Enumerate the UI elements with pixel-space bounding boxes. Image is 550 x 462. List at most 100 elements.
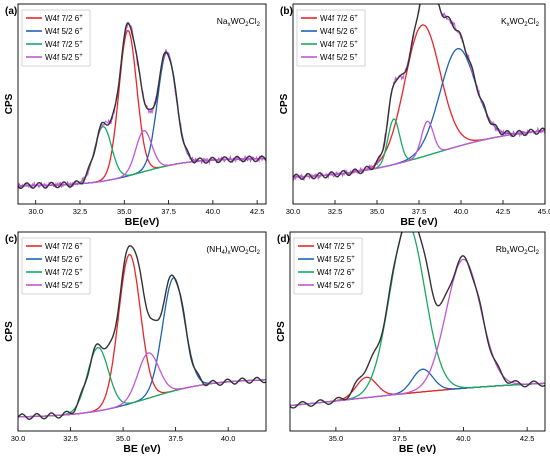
legend-entry: W4f 7/2 5+: [317, 242, 355, 251]
peak-curve-4: [18, 130, 266, 187]
x-tick-label: 42.5: [520, 434, 535, 443]
legend-text: W4f 7/2 6: [317, 268, 352, 277]
legend-entry: W4f 5/2 6+: [45, 27, 83, 36]
x-tick-label: 32.5: [328, 207, 343, 216]
legend-sup: +: [354, 27, 358, 33]
legend-text: W4f 7/2 6: [320, 14, 355, 23]
legend-text: W4f 5/2 6: [45, 27, 80, 36]
x-tick-label: 42.5: [250, 207, 265, 216]
legend-text: W4f 7/2 6: [45, 242, 80, 251]
formula-part: WO: [510, 244, 525, 254]
legend-entry: W4f 5/2 5+: [317, 255, 355, 264]
legend-entry: W4f 7/2 5+: [320, 40, 358, 49]
legend-entry: W4f 7/2 5+: [45, 268, 83, 277]
legend-text: W4f 7/2 5: [320, 40, 355, 49]
sample-formula: KxWO2Cl2: [501, 16, 540, 28]
formula-part: Cl: [249, 16, 257, 26]
plot-frame: [17, 231, 267, 432]
envelope-line: [18, 245, 266, 421]
legend-entry: W4f 5/2 5+: [45, 53, 83, 62]
x-tick-label: 45.0: [538, 207, 550, 216]
x-tick-label: 32.5: [63, 434, 78, 443]
formula-part: Cl: [249, 244, 257, 254]
x-axis-label: BE (eV): [399, 443, 436, 455]
legend-sup: +: [79, 255, 83, 261]
formula-part: x: [228, 22, 231, 28]
legend-entry: W4f 5/2 5+: [45, 281, 83, 290]
y-axis-label: CPS: [4, 321, 15, 342]
sample-formula: RbxWO2Cl2: [496, 244, 540, 256]
legend-entry: W4f 5/2 5+: [320, 53, 358, 62]
x-tick-label: 37.5: [161, 207, 176, 216]
plot-frame: [17, 3, 267, 205]
peak-curve-2: [18, 51, 266, 187]
legend-sup: +: [79, 27, 83, 33]
chart-panel-b: 30.0 32.5 35.0 37.5 40.0 42.5 45.0 BE (eV) CPS Kx…: [279, 3, 550, 228]
formula-part: 2: [257, 250, 261, 256]
envelope-line: [290, 232, 545, 409]
legend-entry: W4f 7/2 6+: [320, 14, 358, 23]
legend-sup: +: [351, 242, 355, 248]
legend-text: W4f 7/2 5: [45, 40, 80, 49]
formula-part: x: [507, 250, 510, 256]
x-tick-label: 30.0: [286, 207, 301, 216]
y-axis-label: CPS: [4, 93, 15, 114]
x-tick-label: 42.5: [496, 207, 511, 216]
x-tick-label: 37.5: [168, 434, 183, 443]
legend: W4f 7/2 6+W4f 5/2 6+W4f 7/2 5+W4f 5/2 5+: [296, 9, 366, 67]
y-axis-label: CPS: [276, 321, 287, 342]
formula-part: Rb: [496, 244, 507, 254]
x-axis-label: BE(eV): [125, 216, 159, 228]
panel-label: (b): [280, 6, 293, 17]
plot-area: [18, 245, 266, 421]
legend-entry: W4f 5/2 6+: [45, 255, 83, 264]
formula-part: Cl: [528, 244, 536, 254]
legend-entry: W4f 5/2 6+: [320, 27, 358, 36]
legend-entry: W4f 7/2 6+: [45, 242, 83, 251]
x-tick-label: 30.0: [28, 207, 43, 216]
formula-part: (NH: [206, 244, 221, 254]
x-axis-label: BE (eV): [123, 443, 160, 455]
formula-part: WO: [231, 244, 246, 254]
x-tick-label: 40.0: [206, 207, 221, 216]
formula-part: 2: [245, 22, 249, 28]
legend-text: W4f 5/2 5: [45, 281, 80, 290]
formula-part: Na: [217, 16, 228, 26]
legend-text: W4f 5/2 6: [320, 27, 355, 36]
peak-curve-2: [18, 277, 266, 418]
x-tick-label: 35.0: [116, 434, 131, 443]
legend-text: W4f 7/2 5: [45, 268, 80, 277]
legend-entry: W4f 7/2 6+: [45, 14, 83, 23]
envelope-line: [293, 4, 545, 180]
legend: W4f 7/2 6+W4f 5/2 6+W4f 7/2 5+W4f 5/2 5+: [21, 237, 91, 295]
x-tick-label: 40.0: [221, 434, 236, 443]
formula-part: 2: [524, 250, 528, 256]
peak-curve-2: [290, 368, 545, 407]
panel-label: (a): [5, 6, 17, 17]
formula-part: 2: [536, 22, 540, 28]
legend-text: W4f 5/2 5: [320, 53, 355, 62]
formula-part: ): [225, 244, 228, 254]
legend-sup: +: [351, 255, 355, 261]
legend-entry: W4f 7/2 6+: [317, 268, 355, 277]
plot-area: [18, 22, 266, 190]
legend-sup: +: [79, 14, 83, 20]
legend-sup: +: [79, 242, 83, 248]
formula-part: 4: [221, 250, 225, 256]
legend-sup: +: [351, 281, 355, 287]
formula-part: x: [228, 250, 231, 256]
formula-part: 2: [524, 22, 528, 28]
legend-entry: W4f 5/2 6+: [317, 281, 355, 290]
x-tick-label: 37.5: [392, 434, 407, 443]
plot-frame: [289, 231, 546, 432]
legend-sup: +: [354, 14, 358, 20]
legend-text: W4f 7/2 5: [317, 242, 352, 251]
legend-text: W4f 5/2 5: [317, 255, 352, 264]
chart-panel-c: 30.0 32.5 35.0 37.5 40.0BE (eV)CPS(NH4)xWO2C…: [4, 231, 267, 455]
panel-label: (d): [277, 234, 290, 245]
legend-text: W4f 5/2 6: [45, 255, 80, 264]
legend-entry: W4f 7/2 5+: [45, 40, 83, 49]
formula-part: 2: [257, 22, 261, 28]
sample-formula: NaxWO2Cl2: [217, 16, 261, 28]
